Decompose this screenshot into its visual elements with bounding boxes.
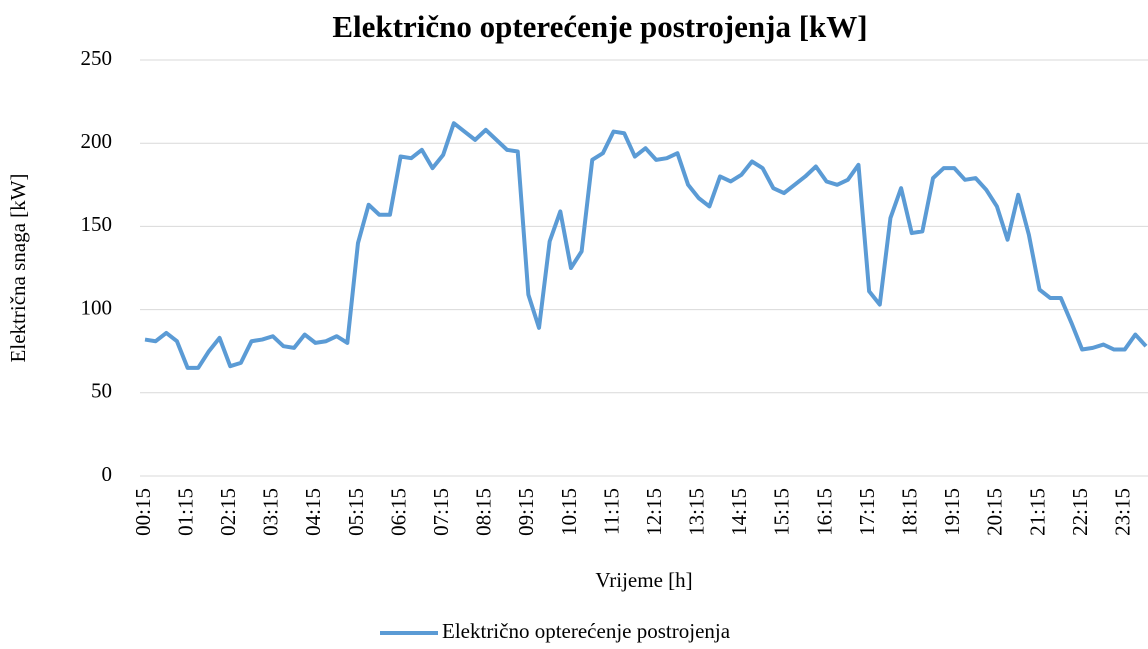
x-tick-label: 11:15 — [599, 488, 623, 535]
legend-label: Električno opterećenje postrojenja — [442, 619, 731, 643]
x-tick-label: 19:15 — [940, 488, 964, 536]
y-tick-label: 200 — [81, 129, 113, 153]
x-tick-label: 14:15 — [727, 488, 751, 536]
x-tick-label: 02:15 — [216, 488, 240, 536]
x-tick-label: 10:15 — [557, 488, 581, 536]
x-tick-label: 06:15 — [386, 488, 410, 536]
x-tick-label: 04:15 — [301, 488, 325, 536]
x-tick-label: 15:15 — [770, 488, 794, 536]
y-tick-label: 250 — [81, 46, 113, 70]
x-tick-label: 23:15 — [1111, 488, 1135, 536]
x-tick-label: 07:15 — [429, 488, 453, 536]
x-tick-label: 17:15 — [855, 488, 879, 536]
y-axis-title: Električna snaga [kW] — [6, 174, 30, 363]
y-tick-label: 100 — [81, 295, 113, 319]
x-tick-label: 01:15 — [173, 488, 197, 536]
y-tick-label: 150 — [81, 212, 113, 236]
x-tick-label: 08:15 — [472, 488, 496, 536]
y-tick-label: 0 — [102, 462, 113, 486]
x-tick-label: 05:15 — [344, 488, 368, 536]
x-tick-label: 12:15 — [642, 488, 666, 536]
x-tick-label: 13:15 — [685, 488, 709, 536]
x-tick-label: 03:15 — [259, 488, 283, 536]
x-tick-label: 18:15 — [898, 488, 922, 536]
y-tick-label: 50 — [91, 379, 112, 403]
x-axis-title: Vrijeme [h] — [595, 568, 692, 592]
x-tick-label: 22:15 — [1068, 488, 1092, 536]
x-tick-label: 16:15 — [812, 488, 836, 536]
x-tick-label: 21:15 — [1025, 488, 1049, 536]
x-tick-label: 09:15 — [514, 488, 538, 536]
data-line — [144, 121, 1148, 370]
x-tick-label: 20:15 — [983, 488, 1007, 536]
x-tick-label: 00:15 — [131, 488, 155, 536]
chart-title: Električno opterećenje postrojenja [kW] — [332, 9, 867, 44]
